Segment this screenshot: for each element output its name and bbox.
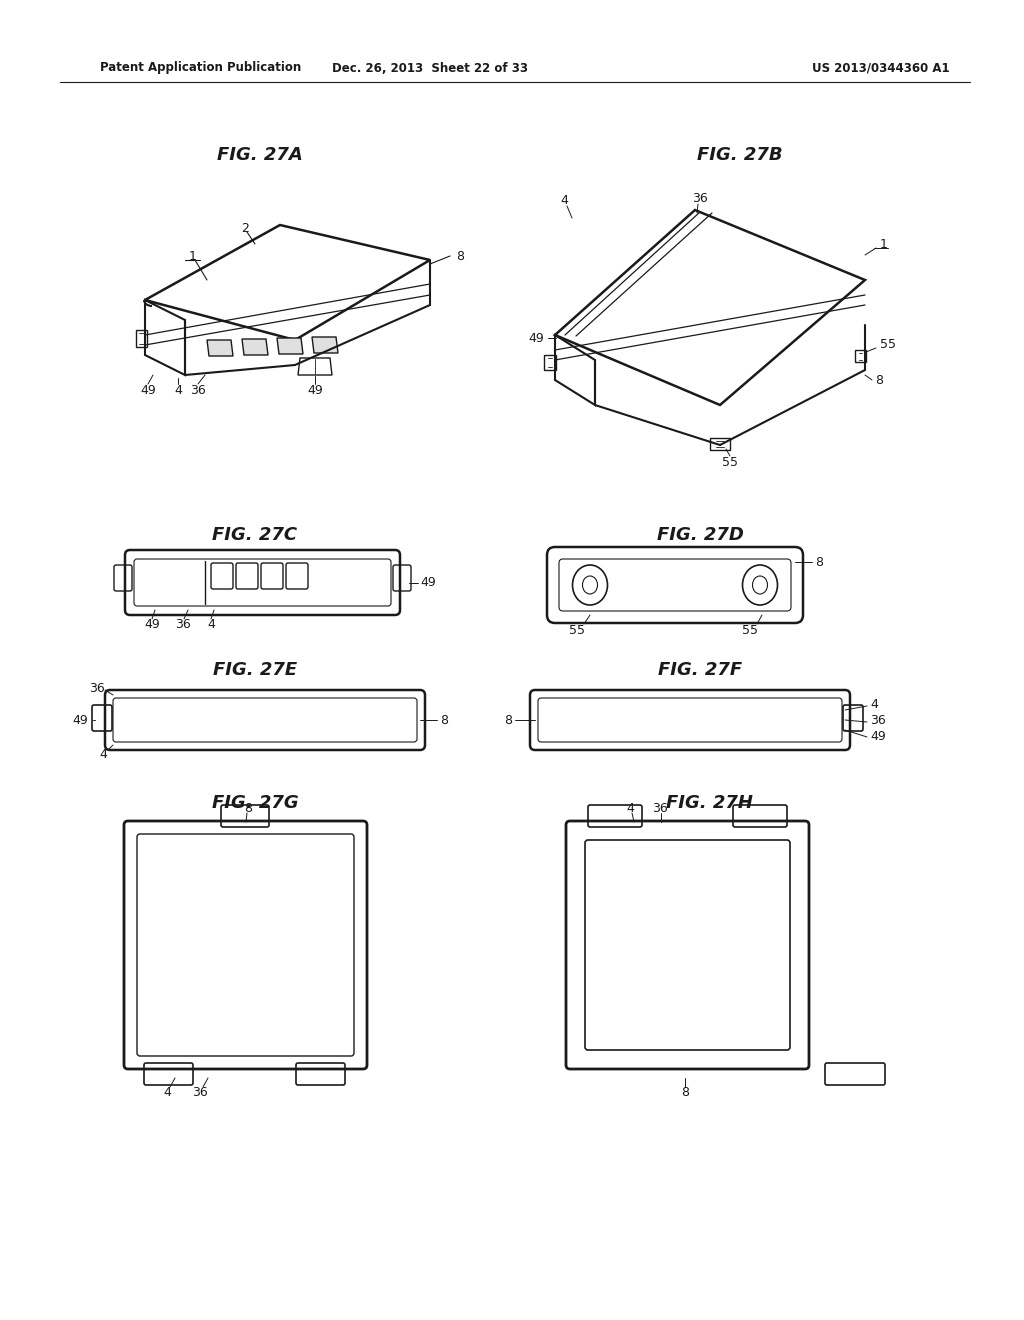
Text: 8: 8 [440, 714, 449, 726]
Text: US 2013/0344360 A1: US 2013/0344360 A1 [812, 62, 950, 74]
Text: 49: 49 [420, 577, 436, 590]
Text: 49: 49 [528, 331, 544, 345]
Text: 49: 49 [73, 714, 88, 726]
Polygon shape [207, 341, 233, 356]
Polygon shape [312, 337, 338, 352]
Text: 49: 49 [144, 619, 160, 631]
Text: 8: 8 [244, 801, 252, 814]
Text: 36: 36 [652, 801, 668, 814]
Text: 4: 4 [99, 748, 106, 762]
Text: FIG. 27A: FIG. 27A [217, 147, 303, 164]
Text: 55: 55 [722, 455, 738, 469]
Polygon shape [278, 338, 303, 354]
Text: 8: 8 [815, 556, 823, 569]
FancyBboxPatch shape [585, 840, 790, 1049]
Text: 4: 4 [870, 697, 878, 710]
Text: 36: 36 [89, 681, 104, 694]
Text: 1: 1 [880, 239, 888, 252]
Text: FIG. 27H: FIG. 27H [667, 795, 754, 812]
Text: FIG. 27C: FIG. 27C [212, 525, 298, 544]
Text: 49: 49 [870, 730, 886, 742]
Text: 8: 8 [456, 249, 464, 263]
Text: 4: 4 [626, 801, 634, 814]
Text: 36: 36 [692, 191, 708, 205]
Text: 36: 36 [193, 1086, 208, 1100]
Text: 36: 36 [190, 384, 206, 396]
Text: 49: 49 [307, 384, 323, 396]
Text: 55: 55 [742, 623, 758, 636]
Text: Dec. 26, 2013  Sheet 22 of 33: Dec. 26, 2013 Sheet 22 of 33 [332, 62, 528, 74]
Text: 2: 2 [241, 222, 249, 235]
Polygon shape [242, 339, 268, 355]
Text: 36: 36 [175, 619, 190, 631]
Text: FIG. 27E: FIG. 27E [213, 661, 297, 678]
Text: 8: 8 [681, 1086, 689, 1100]
FancyBboxPatch shape [137, 834, 354, 1056]
FancyBboxPatch shape [566, 821, 809, 1069]
Text: FIG. 27F: FIG. 27F [658, 661, 742, 678]
Text: Patent Application Publication: Patent Application Publication [100, 62, 301, 74]
Text: 55: 55 [880, 338, 896, 351]
Text: 1: 1 [189, 249, 197, 263]
Text: FIG. 27B: FIG. 27B [697, 147, 782, 164]
Text: 49: 49 [140, 384, 156, 396]
Text: 8: 8 [874, 374, 883, 387]
Text: 4: 4 [163, 1086, 171, 1100]
Text: 4: 4 [207, 619, 215, 631]
Text: FIG. 27D: FIG. 27D [656, 525, 743, 544]
Text: 4: 4 [560, 194, 568, 206]
Text: FIG. 27G: FIG. 27G [212, 795, 298, 812]
Text: 8: 8 [504, 714, 512, 726]
FancyBboxPatch shape [124, 821, 367, 1069]
Text: 36: 36 [870, 714, 886, 726]
Text: 4: 4 [174, 384, 182, 396]
Text: 55: 55 [569, 623, 585, 636]
